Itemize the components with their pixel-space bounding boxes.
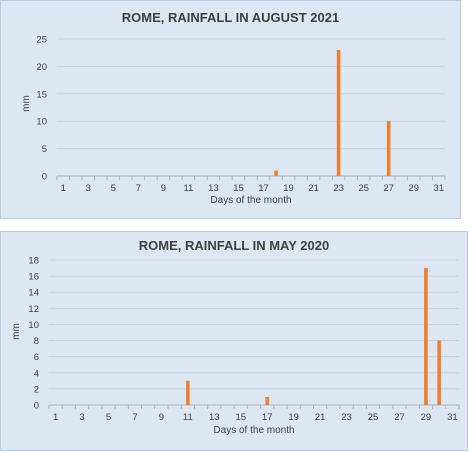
y-tick-label: 2: [34, 384, 39, 395]
x-tick-label: 15: [235, 412, 246, 423]
x-tick-label: 1: [53, 412, 58, 423]
x-tick-label: 29: [421, 412, 432, 423]
x-tick-label: 13: [208, 183, 219, 194]
x-tick-label: 31: [433, 183, 444, 194]
x-tick-label: 9: [159, 412, 164, 423]
x-tick-label: 13: [209, 412, 220, 423]
chart-title: ROME, RAINFALL IN AUGUST 2021: [121, 10, 340, 25]
x-tick-label: 7: [136, 183, 141, 194]
y-tick-label: 25: [36, 35, 47, 46]
y-tick-label: 8: [34, 336, 39, 347]
x-tick-label: 21: [308, 183, 319, 194]
x-tick-label: 27: [394, 412, 405, 423]
x-tick-label: 25: [368, 412, 379, 423]
x-tick-label: 15: [233, 183, 244, 194]
x-axis-label: Days of the month: [210, 195, 292, 206]
x-tick-label: 17: [262, 412, 273, 423]
y-tick-label: 18: [28, 256, 39, 267]
x-tick-label: 19: [288, 412, 299, 423]
y-tick-label: 0: [42, 172, 47, 183]
x-tick-label: 31: [447, 412, 458, 423]
x-tick-label: 3: [79, 412, 84, 423]
bar-day-18: [274, 170, 278, 176]
x-tick-label: 7: [132, 412, 137, 423]
chart-may-2020: ROME, RAINFALL IN MAY 2020 mm Days of th…: [0, 231, 468, 451]
bar-day-11: [186, 380, 190, 405]
y-tick-label: 6: [34, 352, 39, 363]
x-tick-label: 29: [408, 183, 419, 194]
x-axis-label: Days of the month: [213, 425, 295, 436]
chart-august-2021: ROME, RAINFALL IN AUGUST 2021 mm Days of…: [0, 0, 461, 219]
y-tick-label: 12: [28, 304, 39, 315]
bar-day-30: [437, 340, 441, 405]
x-tick-label: 5: [106, 412, 111, 423]
x-tick-label: 21: [315, 412, 326, 423]
y-tick-label: 10: [28, 320, 39, 331]
x-tick-label: 5: [111, 183, 116, 194]
x-tick-label: 17: [258, 183, 269, 194]
x-tick-label: 3: [86, 183, 91, 194]
chart-title: ROME, RAINFALL IN MAY 2020: [138, 238, 330, 253]
bar-day-23: [336, 49, 341, 176]
y-tick-label: 0: [34, 401, 39, 412]
bar-day-17: [265, 396, 270, 405]
y-tick-label: 20: [36, 62, 47, 73]
x-tick-label: 25: [358, 183, 369, 194]
x-tick-label: 1: [61, 183, 66, 194]
x-tick-label: 11: [183, 183, 193, 194]
y-tick-label: 5: [42, 144, 47, 155]
x-tick-label: 27: [383, 183, 394, 194]
x-tick-label: 23: [333, 183, 344, 194]
x-tick-label: 9: [161, 183, 166, 194]
y-tick-label: 10: [36, 117, 47, 128]
bar-day-27: [386, 121, 391, 176]
y-tick-label: 16: [28, 272, 39, 283]
x-tick-label: 11: [183, 412, 193, 423]
x-tick-label: 19: [283, 183, 294, 194]
y-tick-label: 15: [36, 89, 47, 100]
x-tick-label: 23: [341, 412, 352, 423]
y-tick-label: 4: [34, 368, 39, 379]
y-tick-label: 14: [28, 288, 39, 299]
bar-day-29: [424, 268, 428, 405]
